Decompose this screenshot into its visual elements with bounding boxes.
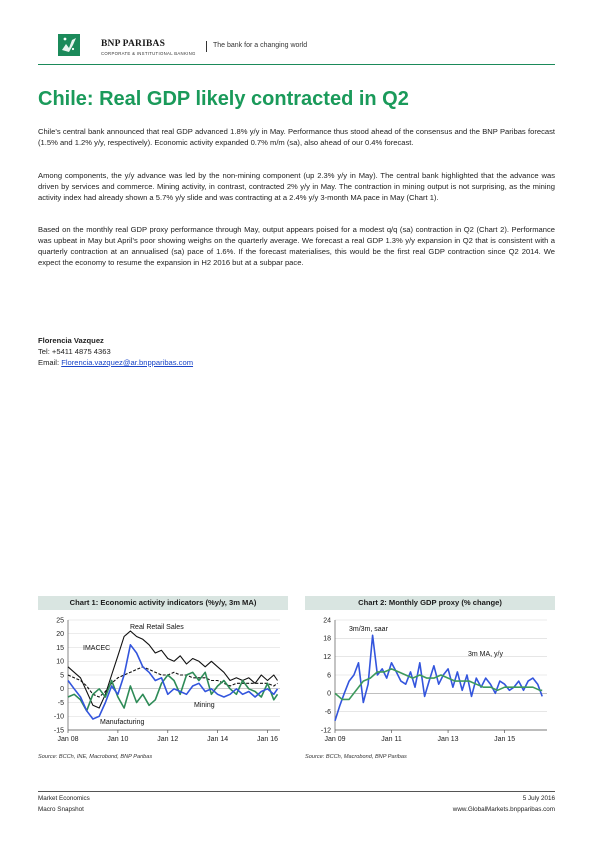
x-tick-label: Jan 13	[438, 736, 459, 743]
footer-date: 5 July 2016	[522, 795, 555, 802]
series-label: 3m MA, y/y	[468, 651, 504, 658]
y-tick-label: -5	[58, 700, 64, 707]
x-tick-label: Jan 16	[257, 736, 278, 743]
y-tick-label: 24	[323, 617, 331, 624]
brand-name: BNP PARIBAS	[101, 39, 166, 49]
x-tick-label: Jan 09	[324, 736, 345, 743]
series-line-real-retail-sales	[67, 630, 278, 709]
series-label: 3m/3m, saar	[349, 626, 389, 633]
y-tick-label: 12	[323, 654, 331, 661]
email-link[interactable]: Florencia.vazquez@ar.bnpparibas.com	[61, 358, 194, 367]
series-line-3m-ma-y-y	[334, 668, 543, 701]
x-tick-label: Jan 15	[494, 736, 515, 743]
bnp-paribas-logo: BNP PARIBAS CORPORATE & INSTITUTIONAL BA…	[38, 30, 195, 64]
series-label: Manufacturing	[100, 719, 144, 726]
chart-1-source: Source: BCCh, INE, Macrobond, BNP Pariba…	[38, 754, 153, 760]
y-tick-label: -15	[54, 727, 64, 734]
brand-subtitle: CORPORATE & INSTITUTIONAL BANKING	[101, 51, 196, 56]
author-name: Florencia Vazquez	[38, 336, 104, 345]
footer-section: Market Economics	[38, 795, 90, 802]
paragraph-1: Chile’s central bank announced that real…	[38, 127, 555, 147]
series-line-imacec	[67, 666, 278, 698]
x-tick-label: Jan 12	[157, 736, 178, 743]
author-email-line: Email: Florencia.vazquez@ar.bnpparibas.c…	[38, 358, 193, 367]
y-tick-label: -6	[325, 709, 331, 716]
chart-1: 25 20 15 10 5 0 -5 -10 -15 Jan 08 Jan 10 Jan 12 Jan …	[54, 617, 280, 743]
y-tick-label: 0	[327, 691, 331, 698]
series-label: Mining	[194, 702, 215, 709]
x-tick-label: Jan 11	[381, 736, 402, 743]
page-title: Chile: Real GDP likely contracted in Q2	[38, 88, 409, 110]
header-rule	[38, 64, 555, 65]
y-tick-label: 10	[56, 659, 64, 666]
chart-1-title: Chart 1: Economic activity indicators (%…	[38, 596, 288, 610]
series-line-manufacturing	[67, 643, 279, 720]
series-line-3m-3m-saar	[334, 634, 543, 722]
series-label: IMACEC	[83, 645, 110, 652]
stars-logo-icon	[58, 34, 80, 56]
series-label: Real Retail Sales	[130, 624, 184, 631]
series-line-mining	[67, 671, 279, 712]
header-separator	[206, 41, 207, 52]
chart-2: 24 18 12 6 0 -6 -12 Jan 09 Jan 11 Jan 13 Jan 15 3m/…	[321, 617, 547, 743]
footer-website[interactable]: www.GlobalMarkets.bnpparibas.com	[452, 806, 555, 813]
x-tick-label: Jan 08	[57, 736, 78, 743]
y-tick-label: -12	[321, 727, 331, 734]
y-tick-label: 25	[56, 617, 64, 624]
x-tick-label: Jan 14	[207, 736, 228, 743]
email-label: Email:	[38, 358, 62, 367]
footer-publication: Macro Snapshot	[38, 806, 84, 813]
chart-2-title: Chart 2: Monthly GDP proxy (% change)	[305, 596, 555, 610]
y-tick-label: 15	[56, 645, 64, 652]
y-tick-label: 0	[60, 686, 64, 693]
chart-2-source: Source: BCCh, Macrobond, BNP Paribas	[305, 754, 407, 760]
footer-rule	[38, 791, 555, 792]
x-tick-label: Jan 10	[107, 736, 128, 743]
paragraph-2: Among components, the y/y advance was le…	[38, 171, 555, 202]
y-tick-label: 6	[327, 672, 331, 679]
tagline: The bank for a changing world	[213, 42, 308, 49]
author-phone: Tel: +5411 4875 4363	[38, 347, 111, 356]
y-tick-label: -10	[54, 714, 64, 721]
paragraph-3: Based on the monthly real GDP proxy perf…	[38, 225, 555, 267]
y-tick-label: 18	[323, 636, 331, 643]
y-tick-label: 5	[60, 672, 64, 679]
y-tick-label: 20	[56, 631, 64, 638]
